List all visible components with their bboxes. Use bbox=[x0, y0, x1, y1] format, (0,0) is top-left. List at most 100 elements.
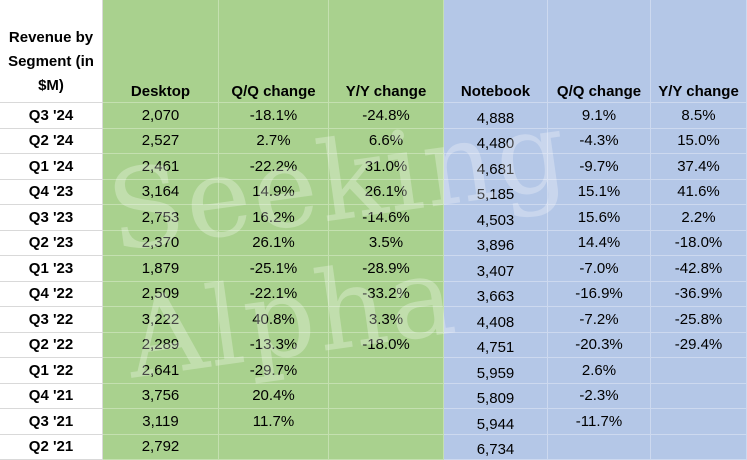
cell-notebook-yy: 41.6% bbox=[651, 179, 747, 205]
row-label: Q2 '21 bbox=[0, 434, 103, 460]
cell-desktop: 2,289 bbox=[103, 332, 219, 358]
cell-notebook-yy: -36.9% bbox=[651, 281, 747, 307]
cell-desktop: 2,461 bbox=[103, 154, 219, 180]
cell-desktop: 3,164 bbox=[103, 179, 219, 205]
cell-desktop-yy: 6.6% bbox=[329, 128, 444, 154]
cell-desktop-qq: 26.1% bbox=[219, 230, 329, 256]
row-label: Q2 '23 bbox=[0, 230, 103, 256]
cell-notebook-yy: -42.8% bbox=[651, 256, 747, 282]
cell-notebook: 4,888 bbox=[444, 103, 548, 129]
cell-notebook: 4,503 bbox=[444, 205, 548, 231]
cell-notebook: 4,480 bbox=[444, 128, 548, 154]
cell-notebook: 5,944 bbox=[444, 409, 548, 435]
row-label: Q1 '24 bbox=[0, 154, 103, 180]
header-desktop-yy: Y/Y change bbox=[329, 0, 444, 103]
row-label: Q1 '23 bbox=[0, 256, 103, 282]
cell-desktop: 3,222 bbox=[103, 307, 219, 333]
header-notebook: Notebook bbox=[444, 0, 548, 103]
cell-notebook-yy: -25.8% bbox=[651, 307, 747, 333]
row-label: Q3 '21 bbox=[0, 409, 103, 435]
cell-desktop: 2,370 bbox=[103, 230, 219, 256]
cell-notebook: 6,734 bbox=[444, 434, 548, 460]
cell-notebook-qq: -9.7% bbox=[548, 154, 651, 180]
cell-notebook-qq: -7.2% bbox=[548, 307, 651, 333]
cell-notebook-yy: 37.4% bbox=[651, 154, 747, 180]
cell-desktop-qq: 2.7% bbox=[219, 128, 329, 154]
cell-desktop-qq: 16.2% bbox=[219, 205, 329, 231]
cell-notebook-qq: -7.0% bbox=[548, 256, 651, 282]
row-label: Q3 '22 bbox=[0, 307, 103, 333]
cell-notebook: 3,896 bbox=[444, 230, 548, 256]
cell-notebook-yy: -29.4% bbox=[651, 332, 747, 358]
cell-desktop: 2,527 bbox=[103, 128, 219, 154]
cell-desktop: 2,641 bbox=[103, 358, 219, 384]
cell-desktop-yy bbox=[329, 434, 444, 460]
row-label: Q4 '22 bbox=[0, 281, 103, 307]
cell-desktop-yy: 3.3% bbox=[329, 307, 444, 333]
cell-desktop-qq bbox=[219, 434, 329, 460]
cell-desktop-qq: 14.9% bbox=[219, 179, 329, 205]
cell-notebook-qq: -4.3% bbox=[548, 128, 651, 154]
cell-notebook: 5,959 bbox=[444, 358, 548, 384]
cell-desktop: 2,509 bbox=[103, 281, 219, 307]
cell-notebook-qq: 15.6% bbox=[548, 205, 651, 231]
cell-desktop-yy bbox=[329, 358, 444, 384]
row-label: Q2 '22 bbox=[0, 332, 103, 358]
cell-desktop: 1,879 bbox=[103, 256, 219, 282]
cell-notebook: 5,809 bbox=[444, 383, 548, 409]
row-label: Q4 '23 bbox=[0, 179, 103, 205]
cell-notebook: 5,185 bbox=[444, 179, 548, 205]
cell-notebook-qq: 15.1% bbox=[548, 179, 651, 205]
cell-desktop-yy bbox=[329, 383, 444, 409]
cell-notebook-yy: 8.5% bbox=[651, 103, 747, 129]
cell-desktop-yy: 3.5% bbox=[329, 230, 444, 256]
cell-notebook-qq: -11.7% bbox=[548, 409, 651, 435]
cell-desktop-qq: 40.8% bbox=[219, 307, 329, 333]
cell-desktop-yy: -24.8% bbox=[329, 103, 444, 129]
cell-notebook-qq bbox=[548, 434, 651, 460]
cell-desktop: 2,070 bbox=[103, 103, 219, 129]
cell-notebook-qq: 2.6% bbox=[548, 358, 651, 384]
row-label: Q3 '24 bbox=[0, 103, 103, 129]
cell-desktop-yy: -28.9% bbox=[329, 256, 444, 282]
header-desktop: Desktop bbox=[103, 0, 219, 103]
cell-desktop-yy: 26.1% bbox=[329, 179, 444, 205]
cell-desktop-yy: -18.0% bbox=[329, 332, 444, 358]
cell-desktop-qq: -25.1% bbox=[219, 256, 329, 282]
cell-notebook-qq: 9.1% bbox=[548, 103, 651, 129]
cell-desktop-qq: 20.4% bbox=[219, 383, 329, 409]
cell-desktop-yy: -33.2% bbox=[329, 281, 444, 307]
cell-desktop-qq: -13.3% bbox=[219, 332, 329, 358]
cell-desktop: 2,792 bbox=[103, 434, 219, 460]
row-label: Q4 '21 bbox=[0, 383, 103, 409]
header-desktop-qq: Q/Q change bbox=[219, 0, 329, 103]
cell-desktop-qq: -22.1% bbox=[219, 281, 329, 307]
cell-desktop-yy bbox=[329, 409, 444, 435]
cell-desktop-qq: -18.1% bbox=[219, 103, 329, 129]
header-notebook-qq: Q/Q change bbox=[548, 0, 651, 103]
cell-notebook-qq: -2.3% bbox=[548, 383, 651, 409]
cell-desktop: 3,756 bbox=[103, 383, 219, 409]
header-notebook-yy: Y/Y change bbox=[651, 0, 747, 103]
cell-notebook-yy: 2.2% bbox=[651, 205, 747, 231]
cell-desktop: 3,119 bbox=[103, 409, 219, 435]
row-label: Q2 '24 bbox=[0, 128, 103, 154]
cell-notebook: 4,408 bbox=[444, 307, 548, 333]
row-label: Q1 '22 bbox=[0, 358, 103, 384]
cell-notebook-qq: 14.4% bbox=[548, 230, 651, 256]
cell-desktop-qq: -22.2% bbox=[219, 154, 329, 180]
header-segment-label: Revenue by Segment (in $M) bbox=[0, 0, 103, 103]
cell-notebook-yy bbox=[651, 434, 747, 460]
cell-desktop-yy: 31.0% bbox=[329, 154, 444, 180]
cell-notebook-yy: -18.0% bbox=[651, 230, 747, 256]
row-label: Q3 '23 bbox=[0, 205, 103, 231]
cell-notebook: 3,663 bbox=[444, 281, 548, 307]
cell-notebook-yy bbox=[651, 383, 747, 409]
cell-notebook-yy: 15.0% bbox=[651, 128, 747, 154]
cell-desktop-qq: 11.7% bbox=[219, 409, 329, 435]
cell-notebook: 3,407 bbox=[444, 256, 548, 282]
cell-notebook-qq: -16.9% bbox=[548, 281, 651, 307]
cell-desktop: 2,753 bbox=[103, 205, 219, 231]
cell-notebook-qq: -20.3% bbox=[548, 332, 651, 358]
